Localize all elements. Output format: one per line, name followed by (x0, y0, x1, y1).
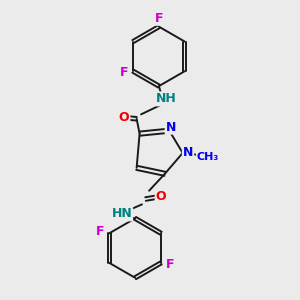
Text: HN: HN (111, 207, 132, 220)
Text: F: F (96, 225, 104, 238)
Text: NH: NH (156, 92, 177, 105)
Text: F: F (119, 66, 128, 79)
Text: N: N (166, 121, 176, 134)
Text: F: F (166, 258, 175, 271)
Text: CH₃: CH₃ (197, 152, 219, 162)
Text: O: O (156, 190, 166, 202)
Text: N: N (183, 146, 193, 160)
Text: F: F (155, 12, 163, 25)
Text: O: O (119, 111, 130, 124)
